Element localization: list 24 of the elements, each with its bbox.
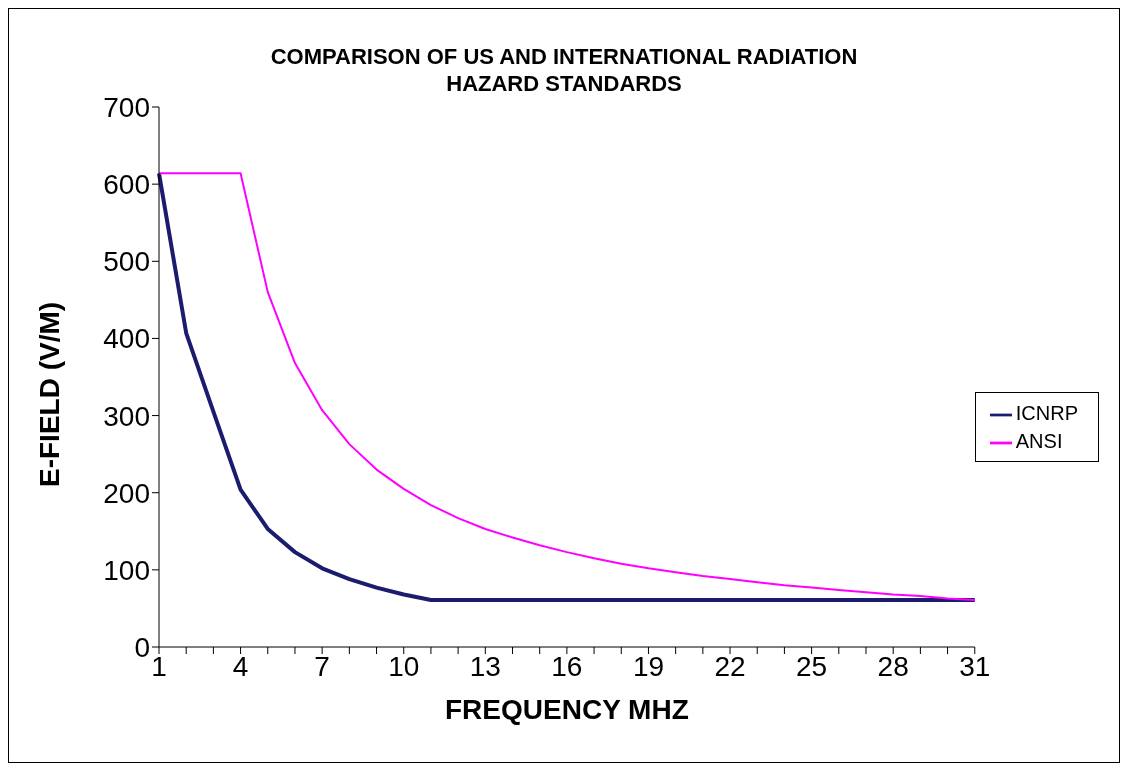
y-tick-label: 100	[103, 554, 150, 586]
y-tick-label: 600	[103, 169, 150, 201]
x-tick-label: 1	[151, 650, 167, 682]
x-tick-label: 13	[469, 650, 501, 682]
y-tick-label: 200	[103, 477, 150, 509]
x-tick-label: 31	[959, 650, 991, 682]
x-tick-label: 25	[796, 650, 828, 682]
legend-label: ANSI	[1015, 430, 1063, 452]
x-tick-label: 22	[714, 650, 746, 682]
x-tick-label: 7	[314, 650, 330, 682]
x-tick-label: 28	[877, 650, 909, 682]
x-tick-label: 16	[551, 650, 583, 682]
x-tick-label: 4	[232, 650, 249, 682]
y-tick-label: 300	[103, 400, 150, 432]
x-axis-title: FREQUENCY MHZ	[445, 694, 689, 725]
x-tick-label: 19	[632, 650, 665, 682]
x-tick-label: 10	[388, 650, 420, 682]
y-tick-label: 500	[103, 246, 150, 278]
y-tick-label: 700	[103, 91, 150, 123]
y-tick-label: 400	[103, 323, 150, 355]
y-tick-label: 0	[134, 631, 150, 663]
legend-label: ICNRP	[1015, 402, 1078, 424]
y-axis-title: E-FIELD (V/M)	[33, 301, 65, 487]
chart-title: COMPARISON OF US AND INTERNATIONAL RADIATION HAZARD STANDARDS	[269, 43, 859, 97]
